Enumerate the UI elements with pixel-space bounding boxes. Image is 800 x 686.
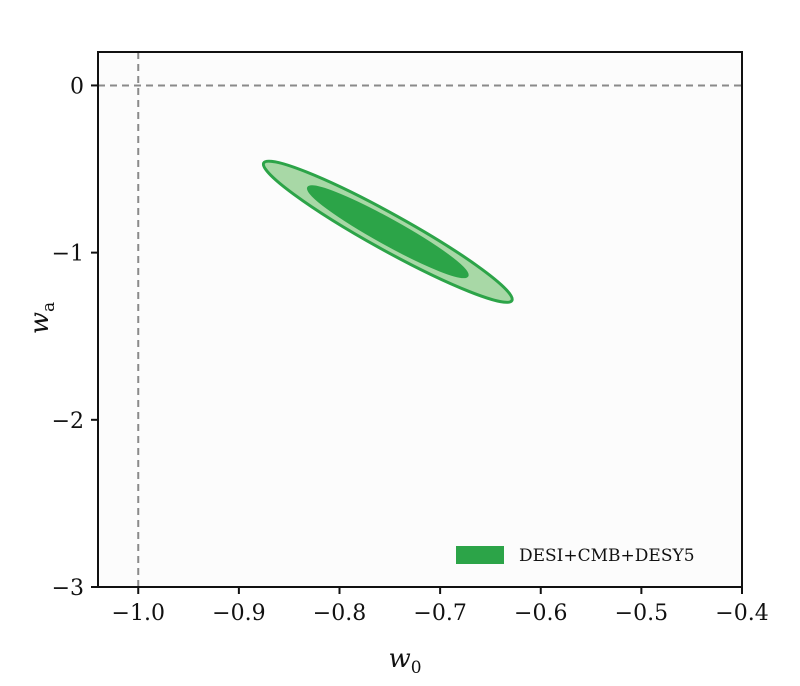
x-tick-label: −1.0 xyxy=(112,601,165,626)
reference-lines xyxy=(98,52,742,587)
legend-label: DESI+CMB+DESY5 xyxy=(519,546,695,566)
x-tick-label: −0.5 xyxy=(615,601,668,626)
x-tick-label: −0.6 xyxy=(514,601,567,626)
legend-swatch xyxy=(456,546,504,564)
x-tick-label: −0.4 xyxy=(715,601,768,626)
x-tick-label: −0.9 xyxy=(212,601,265,626)
x-tick-label: −0.8 xyxy=(313,601,366,626)
x-axis-label-main: w xyxy=(388,644,410,674)
legend: DESI+CMB+DESY5 xyxy=(456,546,695,566)
y-axis-label-main: w xyxy=(25,312,55,334)
plot-frame xyxy=(97,51,743,588)
contour-layer xyxy=(261,159,514,304)
plot-area xyxy=(98,52,742,587)
y-axis-label: wa xyxy=(25,302,59,334)
y-tick-label: −2 xyxy=(52,409,84,434)
y-tick-label: −1 xyxy=(52,242,84,267)
x-axis-label: w0 xyxy=(388,644,421,678)
x-tick-label: −0.7 xyxy=(413,601,466,626)
x-axis-label-subscript: 0 xyxy=(411,658,422,678)
contour-68pct xyxy=(306,185,469,279)
y-tick-label: −3 xyxy=(52,576,84,601)
x-axis-ticks: −1.0 −0.9 −0.8 −0.7 −0.6 −0.5 −0.4 xyxy=(112,587,769,626)
y-axis-label-subscript: a xyxy=(39,302,59,312)
y-tick-label: 0 xyxy=(70,74,84,99)
y-axis-ticks: 0 −1 −2 −3 xyxy=(52,74,98,601)
